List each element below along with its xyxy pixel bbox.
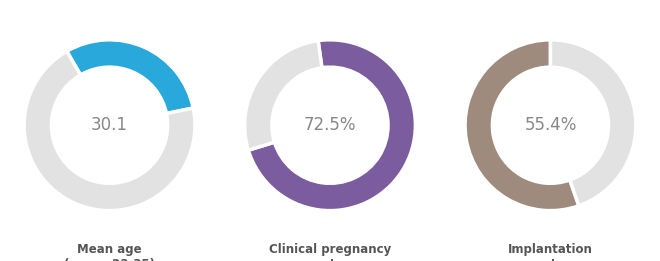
Wedge shape xyxy=(465,40,579,211)
Text: Mean age
(range 23-35): Mean age (range 23-35) xyxy=(64,243,155,261)
Wedge shape xyxy=(248,40,415,211)
Text: 72.5%: 72.5% xyxy=(304,116,356,134)
Wedge shape xyxy=(245,41,322,150)
Text: Clinical pregnancy
rate: Clinical pregnancy rate xyxy=(269,243,391,261)
Text: 55.4%: 55.4% xyxy=(524,116,577,134)
Wedge shape xyxy=(550,40,636,206)
Wedge shape xyxy=(67,40,193,114)
Text: Implantation
rate: Implantation rate xyxy=(508,243,593,261)
Text: 30.1: 30.1 xyxy=(91,116,128,134)
Wedge shape xyxy=(24,51,195,211)
